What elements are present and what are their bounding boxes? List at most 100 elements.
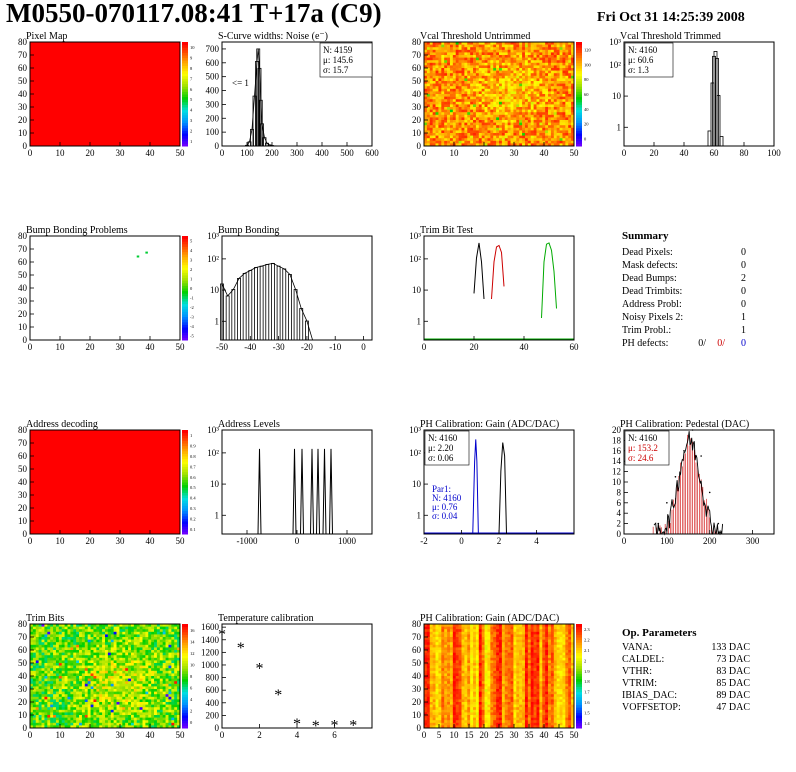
y-tick-label: 0 [617, 529, 622, 539]
heatmap-cell [142, 678, 146, 682]
heatmap-cell [490, 114, 494, 118]
heatmap-cell [516, 68, 520, 71]
heatmap-cell [447, 86, 451, 90]
heatmap-cell [461, 104, 465, 108]
heatmap-cell [55, 647, 60, 651]
heatmap-cell [154, 707, 158, 711]
palette-swatch [182, 670, 188, 674]
palette-label: 0.9 [190, 444, 196, 449]
heatmap-cell [539, 96, 543, 100]
heatmap-cell [177, 663, 181, 666]
heatmap-cell [171, 694, 175, 698]
heatmap-cell [539, 122, 543, 126]
heatmap-cell [438, 81, 442, 84]
heatmap-cell [550, 73, 555, 77]
heatmap-cell [424, 670, 428, 674]
heatmap-cell [55, 634, 60, 638]
heatmap-cell [130, 686, 135, 690]
heatmap-cell [568, 75, 572, 79]
heatmap-cell [571, 109, 575, 113]
heatmap-cell [113, 709, 117, 713]
heatmap-cell [487, 49, 491, 53]
heatmap-cell [536, 114, 540, 118]
heatmap-cell [174, 691, 178, 695]
heatmap-cell [90, 668, 94, 672]
heatmap-cell [556, 125, 560, 129]
heatmap-cell [50, 691, 54, 695]
heatmap-cell [145, 639, 149, 643]
palette-swatch [182, 78, 188, 82]
heatmap-cell [562, 117, 566, 121]
heatmap-cell [487, 57, 491, 61]
y-tick-label: 200 [206, 710, 220, 720]
heatmap-cell [496, 88, 500, 92]
heatmap-cell [122, 678, 126, 682]
heatmap-cell [449, 122, 454, 126]
panel-title: Trim Bits [26, 613, 64, 624]
heatmap-cell [533, 49, 537, 53]
palette-swatch [182, 264, 188, 268]
heatmap-cell [116, 676, 120, 679]
heatmap-cell [522, 109, 526, 113]
heatmap-cell [478, 49, 482, 53]
heatmap-cell [432, 133, 436, 136]
heatmap-cell [58, 722, 63, 726]
heatmap-cell [32, 663, 37, 666]
heatmap-cell [496, 70, 500, 74]
heatmap-cell [110, 676, 114, 679]
heatmap-cell [133, 652, 138, 656]
heatmap-cell [441, 86, 445, 90]
heatmap-cell [432, 138, 436, 142]
heatmap-cell [452, 107, 457, 110]
heatmap-cell [53, 689, 57, 692]
heatmap-cell [473, 83, 477, 87]
palette-swatch [576, 112, 582, 116]
heatmap-cell [110, 717, 114, 721]
heatmap-cell [148, 696, 152, 700]
heatmap-cell [165, 715, 169, 718]
heatmap-cell [424, 52, 428, 56]
heatmap-cell [565, 75, 569, 79]
heatmap-cell [507, 83, 511, 87]
heatmap-cell [542, 44, 546, 48]
heatmap-cell [142, 717, 146, 721]
heatmap-cell [79, 676, 83, 679]
heatmap-cell [571, 42, 575, 45]
heatmap-cell [458, 88, 462, 92]
heatmap-cell [81, 694, 86, 698]
heatmap-cell [513, 104, 517, 108]
heatmap-cell [470, 62, 474, 66]
heatmap-cell [55, 689, 60, 692]
heatmap-cell [426, 44, 431, 48]
histogram-bar [242, 272, 247, 341]
heatmap-cell [55, 665, 60, 669]
heatmap-cell [553, 94, 557, 97]
heatmap-cell [136, 678, 140, 682]
heatmap-cell [496, 78, 500, 82]
heatmap-cell [487, 81, 491, 84]
heatmap-cell [76, 722, 80, 726]
heatmap-cell [470, 83, 474, 87]
heatmap-cell [559, 114, 563, 118]
heatmap-cell [102, 637, 106, 640]
heatmap-cell [519, 117, 523, 121]
x-tick-label: 40 [146, 730, 156, 740]
heatmap-cell [70, 655, 74, 659]
heatmap-cell [467, 52, 471, 56]
heatmap-cell [154, 624, 158, 627]
heatmap-cell [533, 143, 537, 147]
heatmap-cell [501, 60, 506, 64]
heatmap-cell [128, 644, 132, 648]
palette-label: 0 [584, 137, 587, 142]
heatmap-cell [533, 133, 537, 136]
heatmap-cell [159, 668, 163, 672]
heatmap-cell [44, 642, 48, 646]
heatmap-cell [522, 42, 526, 45]
heatmap-cell [67, 626, 71, 630]
plot-frame [29, 235, 181, 341]
heatmap-cell [429, 125, 433, 129]
heatmap-cell [87, 722, 91, 726]
heatmap-cell [524, 42, 529, 45]
heatmap-cell [99, 652, 103, 656]
